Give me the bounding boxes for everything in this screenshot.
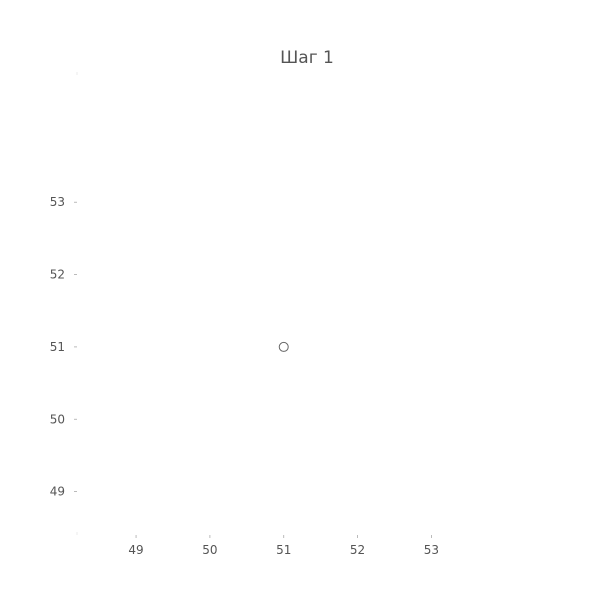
y-axis: 49 50 51 52 53 — [50, 195, 77, 499]
data-point — [278, 341, 289, 352]
y-tick-label: 49 — [50, 485, 65, 499]
chart-title: Шаг 1 — [280, 48, 334, 68]
y-tick-label: 53 — [50, 195, 65, 209]
data-points — [278, 341, 289, 352]
x-tick-label: 52 — [350, 543, 365, 557]
y-tick-label: 52 — [50, 268, 65, 282]
x-axis: 49 50 51 52 53 — [128, 535, 439, 557]
x-tick-label: 53 — [424, 543, 439, 557]
y-tick-label: 51 — [50, 340, 65, 354]
x-tick-label: 51 — [276, 543, 291, 557]
x-tick-label: 49 — [128, 543, 143, 557]
y-tick-label: 50 — [50, 412, 65, 426]
x-tick-label: 50 — [202, 543, 217, 557]
